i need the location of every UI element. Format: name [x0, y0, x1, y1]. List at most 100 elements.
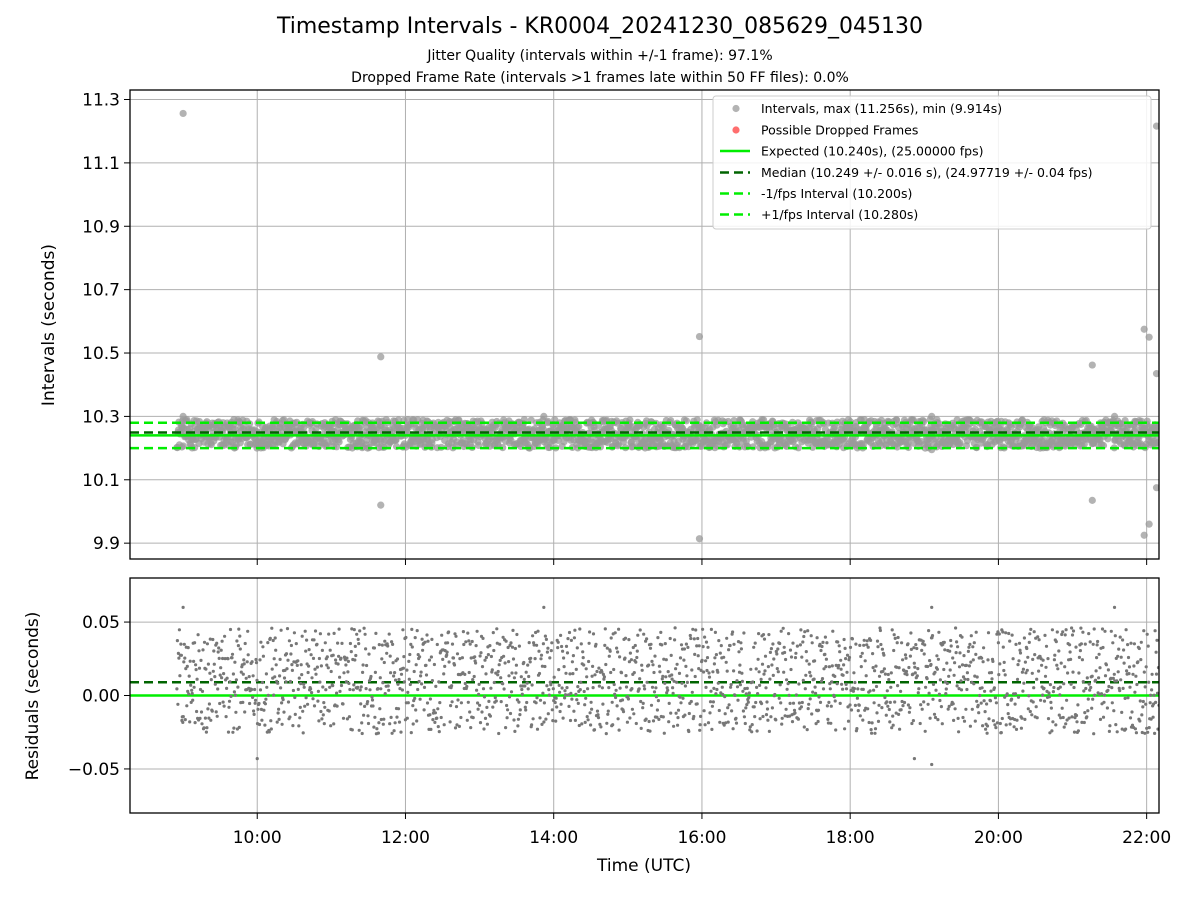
residual-point: [1077, 655, 1081, 660]
residual-point: [583, 703, 587, 707]
residual-point: [809, 674, 813, 678]
residual-point: [463, 681, 467, 686]
residual-point: [699, 714, 703, 719]
residual-point: [782, 645, 786, 649]
residual-point: [187, 692, 191, 696]
residual-point: [503, 661, 507, 665]
residual-point: [401, 666, 405, 670]
residual-point: [181, 715, 185, 719]
residual-point: [356, 637, 360, 642]
residual-point: [624, 674, 628, 678]
residual-point: [676, 708, 681, 712]
residual-point: [981, 724, 985, 728]
residual-point: [979, 701, 983, 705]
residual-point: [905, 673, 909, 677]
residual-point: [512, 718, 516, 722]
residual-point: [618, 686, 622, 690]
residual-point: [306, 670, 310, 675]
residual-point: [571, 654, 576, 658]
residual-point: [800, 700, 804, 705]
residual-point: [219, 666, 223, 670]
residual-point: [410, 645, 414, 649]
residual-point: [185, 704, 189, 708]
residual-point: [485, 705, 489, 710]
residual-point: [1117, 647, 1121, 651]
residual-point: [202, 726, 206, 730]
residual-point: [587, 659, 591, 664]
residual-point: [1116, 654, 1120, 658]
residual-point: [640, 668, 644, 672]
residual-point: [383, 692, 387, 696]
residual-point: [828, 687, 832, 691]
legend-box: [712, 95, 1152, 230]
residual-point: [1095, 656, 1099, 660]
residual-point: [1150, 672, 1154, 676]
residual-point: [788, 648, 793, 652]
residual-point: [771, 673, 775, 678]
residual-point: [625, 720, 630, 724]
residual-point: [534, 630, 538, 635]
residual-point: [883, 672, 888, 676]
residual-point: [436, 725, 440, 729]
residual-point: [766, 665, 771, 669]
residual-point: [508, 643, 512, 648]
residual-point: [711, 670, 715, 674]
residual-point: [1031, 700, 1035, 704]
residual-point: [562, 665, 566, 669]
residual-point: [961, 675, 966, 679]
residual-point: [394, 678, 398, 682]
residual-point: [997, 632, 1001, 636]
residual-point: [817, 695, 821, 699]
residual-point: [760, 702, 764, 706]
residual-point: [760, 662, 765, 666]
residual-point: [652, 690, 657, 694]
residual-point: [319, 664, 323, 668]
residual-point: [854, 642, 858, 646]
residual-point: [877, 674, 882, 678]
residual-point: [373, 670, 377, 675]
residual-point: [216, 687, 220, 691]
residual-point: [628, 651, 633, 655]
residual-point: [299, 682, 303, 686]
residual-point: [1001, 645, 1005, 649]
residuals-y-axis-label: Residuals (seconds): [23, 612, 43, 781]
legend-label-0: Intervals, max (11.256s), min (9.914s): [761, 101, 1002, 116]
residual-point: [975, 675, 979, 679]
residual-point: [785, 678, 789, 682]
residual-point: [509, 690, 514, 694]
residual-point: [540, 722, 544, 727]
residual-point: [1037, 638, 1041, 642]
residual-point: [1008, 722, 1012, 726]
residual-point: [511, 628, 515, 633]
residual-point: [1101, 715, 1106, 719]
residual-point: [944, 687, 948, 691]
residual-point: [853, 703, 858, 708]
residual-point: [607, 686, 611, 690]
residual-point: [1121, 686, 1125, 691]
residual-point: [693, 652, 697, 657]
residual-point: [934, 688, 938, 692]
residual-point: [839, 658, 843, 662]
residual-point: [758, 683, 762, 688]
residual-point: [584, 696, 588, 700]
residual-point: [1003, 673, 1007, 677]
residual-point: [327, 632, 331, 636]
residual-point: [962, 719, 967, 723]
residual-point: [1140, 713, 1144, 717]
residual-point: [1081, 630, 1085, 634]
residual-point: [455, 652, 460, 656]
residual-point: [526, 687, 530, 691]
residual-point: [1068, 650, 1072, 654]
residual-point: [789, 667, 793, 672]
residual-point: [931, 682, 936, 687]
residual-point: [1010, 697, 1014, 701]
residual-point: [195, 677, 199, 681]
residual-point: [962, 654, 966, 658]
intervals-ytick-label-0: 9.9: [93, 534, 120, 554]
residual-point: [262, 708, 266, 712]
residual-point: [478, 703, 482, 707]
residual-point: [419, 674, 423, 678]
interval-point: [794, 444, 803, 452]
legend-label-3: Median (10.249 +/- 0.016 s), (24.97719 +…: [761, 165, 1092, 180]
residual-point: [317, 656, 321, 661]
